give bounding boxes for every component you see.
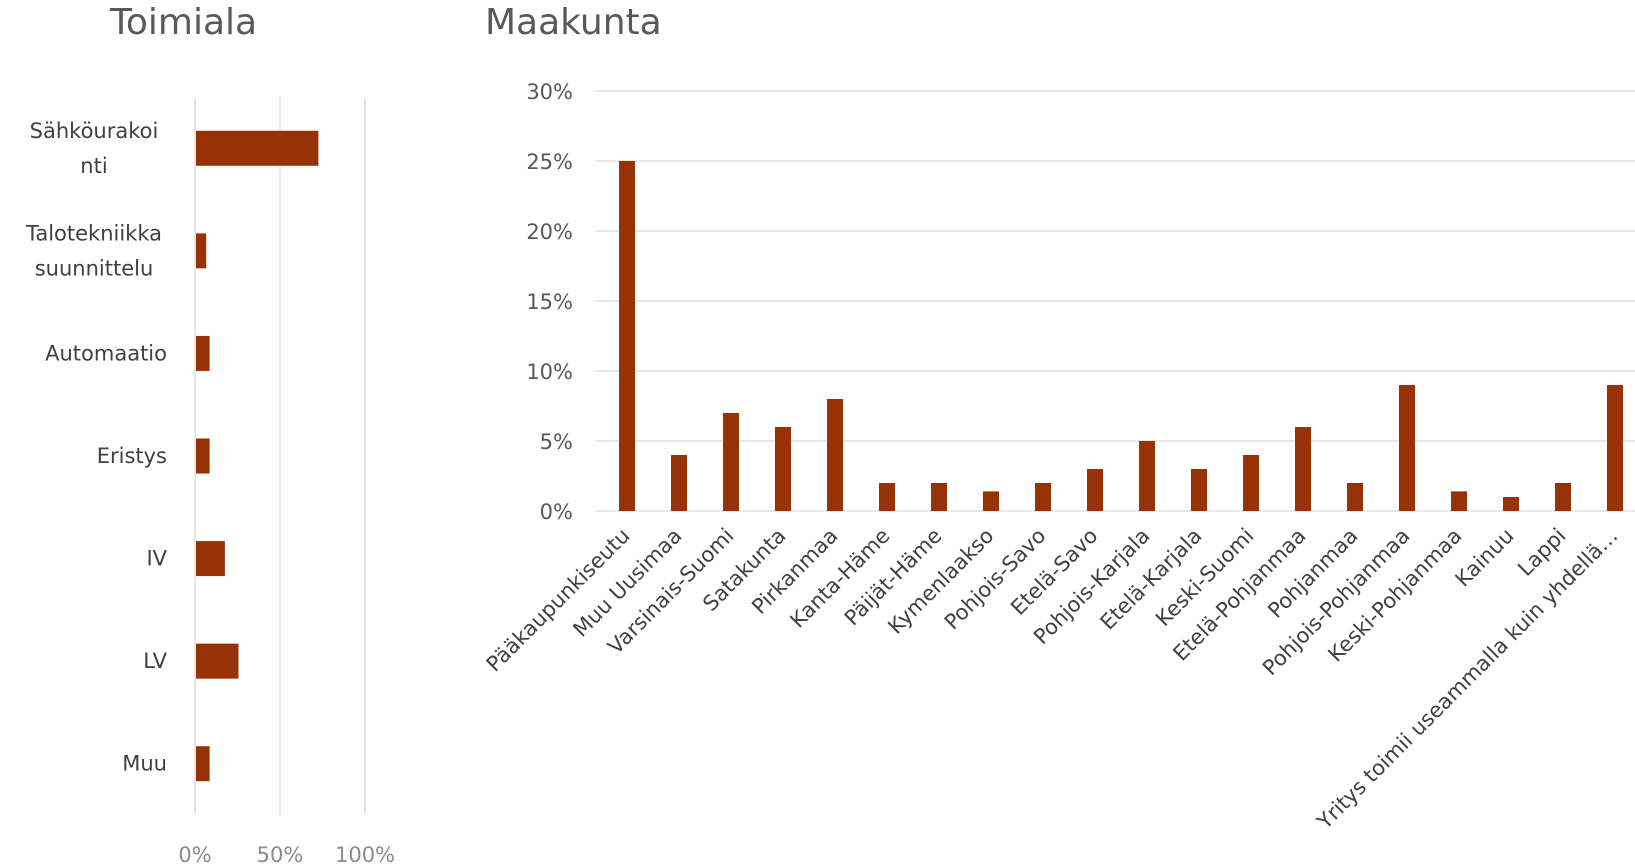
maakunta-bar (1243, 455, 1259, 511)
toimiala-bar (196, 438, 210, 474)
maakunta-bar (775, 427, 791, 511)
maakunta-bar (931, 483, 947, 511)
maakunta-bar (983, 491, 999, 511)
maakunta-bar (1347, 483, 1363, 511)
maakunta-bar (1295, 427, 1311, 511)
toimiala-category-label: Automaatio (45, 341, 167, 365)
maakunta-bar (723, 413, 739, 511)
toimiala-category-label-line: Talotekniikka (25, 221, 162, 245)
maakunta-y-tick-label: 10% (526, 360, 573, 384)
chart-title-toimiala: Toimiala (110, 2, 258, 43)
toimiala-category-label-line: Sähköurakoi (30, 119, 159, 143)
maakunta-y-tick-label: 25% (526, 150, 573, 174)
toimiala-bar (196, 746, 210, 782)
chart-title-maakunta: Maakunta (485, 2, 662, 43)
maakunta-y-tick-label: 5% (540, 430, 573, 454)
maakunta-bar (879, 483, 895, 511)
toimiala-bar-chart: 0% 50% 100% Sähköurakoi nti Talotekniikka suun… (25, 97, 395, 867)
toimiala-bar (196, 541, 225, 577)
maakunta-category-label: Kainuu (1451, 524, 1519, 592)
maakunta-bar (827, 399, 843, 511)
maakunta-bar (1139, 441, 1155, 511)
maakunta-bar (1191, 469, 1207, 511)
maakunta-bar (1555, 483, 1571, 511)
toimiala-category-label-line: nti (80, 154, 107, 178)
toimiala-x-tick-label: 0% (178, 843, 211, 867)
toimiala-bar (196, 335, 210, 371)
toimiala-category-label: LV (143, 649, 167, 673)
toimiala-category-label: Sähköurakoi nti (30, 119, 159, 178)
maakunta-bar (1035, 483, 1051, 511)
toimiala-bar (196, 130, 319, 166)
toimiala-bar (196, 643, 239, 679)
maakunta-y-tick-label: 20% (526, 220, 573, 244)
maakunta-y-tick-label: 30% (526, 80, 573, 104)
maakunta-bar (1607, 385, 1623, 511)
maakunta-bar (671, 455, 687, 511)
maakunta-bar (1087, 469, 1103, 511)
toimiala-x-tick-label: 50% (257, 843, 304, 867)
maakunta-y-tick-label: 15% (526, 290, 573, 314)
toimiala-category-label: Talotekniikka suunnittelu (25, 221, 162, 280)
toimiala-x-tick-label: 100% (335, 843, 395, 867)
toimiala-category-label: Muu (122, 752, 167, 776)
maakunta-bar (1399, 385, 1415, 511)
toimiala-category-label-line: suunnittelu (35, 256, 154, 280)
maakunta-bar (1451, 491, 1467, 511)
toimiala-category-label: Eristys (97, 444, 167, 468)
maakunta-y-tick-label: 0% (540, 500, 573, 524)
toimiala-category-label: IV (146, 547, 167, 571)
maakunta-bar (1503, 497, 1519, 511)
maakunta-bar (619, 161, 635, 511)
toimiala-bar (196, 233, 207, 269)
